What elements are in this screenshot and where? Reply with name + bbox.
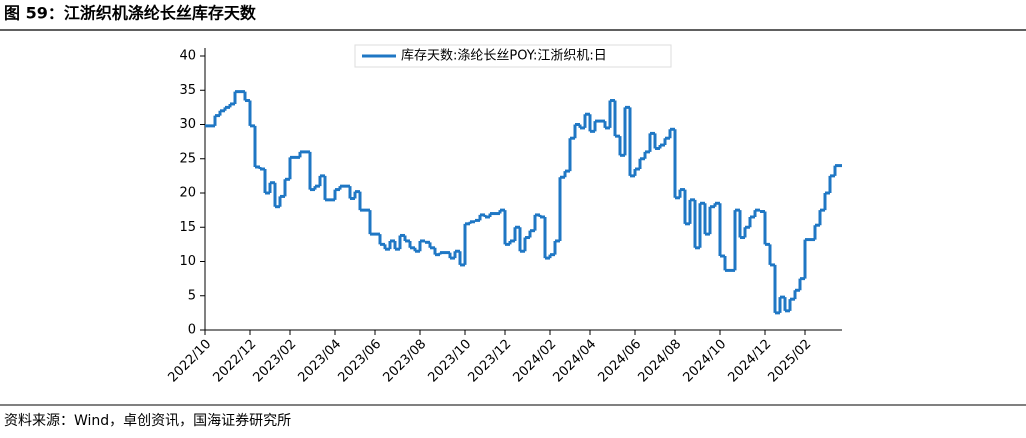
x-tick-label: 2022/10 <box>166 337 215 386</box>
x-tick-label: 2023/02 <box>251 337 300 386</box>
x-tick-label: 2024/10 <box>681 337 730 386</box>
chart-title: 图 59：江浙织机涤纶长丝库存天数 <box>4 4 257 23</box>
y-tick-label: 40 <box>179 49 196 64</box>
y-tick-label: 25 <box>179 151 196 166</box>
x-tick-label: 2024/12 <box>726 337 775 386</box>
y-tick-label: 0 <box>188 323 196 338</box>
y-tick-label: 5 <box>188 288 196 303</box>
x-tick-label: 2024/04 <box>551 337 600 386</box>
y-tick-label: 35 <box>179 83 196 98</box>
y-tick-label: 10 <box>179 254 196 269</box>
x-tick-label: 2025/02 <box>766 337 815 386</box>
x-tick-label: 2023/12 <box>466 337 515 386</box>
x-tick-label: 2023/04 <box>296 337 345 386</box>
step-riser <box>213 91 837 313</box>
y-tick-label: 30 <box>179 117 196 132</box>
x-tick-label: 2023/10 <box>426 337 475 386</box>
x-tick-label: 2023/06 <box>336 337 385 386</box>
x-tick-label: 2023/08 <box>381 337 430 386</box>
x-tick-label: 2024/06 <box>596 337 645 386</box>
x-tick-label: 2024/02 <box>511 337 560 386</box>
x-tick-label: 2022/12 <box>211 337 260 386</box>
legend-box <box>354 44 672 68</box>
legend-label: 库存天数:涤纶长丝POY:江浙织机:日 <box>401 48 607 64</box>
x-tick-label: 2024/08 <box>636 337 685 386</box>
y-tick-label: 20 <box>179 186 196 201</box>
source: 资料来源：Wind，卓创资讯，国海证券研究所 <box>4 413 291 429</box>
y-tick-label: 15 <box>179 220 196 235</box>
